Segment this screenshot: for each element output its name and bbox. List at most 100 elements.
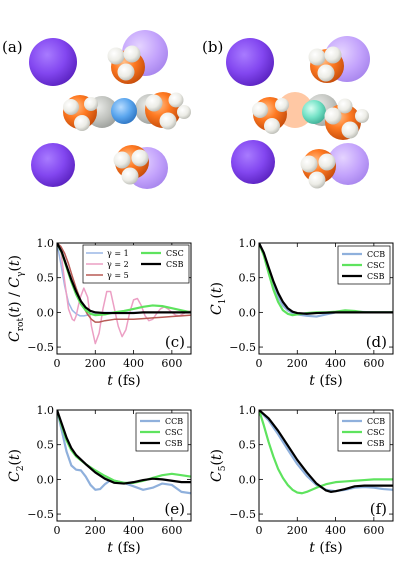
x-axis-label-unit: (fs): [315, 373, 343, 389]
y-axis-label: Crot(t) / Cγ(t): [7, 255, 26, 342]
y-axis-label-part: t: [209, 287, 225, 293]
y-axis-label: C1(t): [209, 282, 228, 315]
panel-label-a: (a): [2, 38, 23, 56]
legend: CCB CSC CSB: [337, 245, 391, 285]
x-tick-label: 200: [85, 524, 106, 537]
y-axis-label-part: ): [209, 282, 225, 287]
series-line-csb: [57, 410, 191, 485]
x-axis-label: t (fs): [107, 540, 140, 556]
central-atom-sphere: [302, 100, 326, 124]
y-tick-label: −0.5: [229, 341, 256, 354]
x-tick-label: 200: [287, 357, 308, 370]
x-tick-label: 400: [123, 357, 144, 370]
cation-sphere: [226, 38, 274, 86]
y-axis-label-part: ): [209, 449, 225, 454]
legend-label: γ = 5: [107, 271, 129, 280]
legend-label: CSC: [367, 428, 385, 437]
legend-label: CCB: [165, 417, 183, 426]
legend-label: γ = 2: [107, 260, 129, 269]
legend: CCB CSC CSB: [135, 412, 189, 452]
panel-label: (d): [366, 333, 387, 351]
plot-frame: [56, 242, 192, 355]
y-tick-label: 0.0: [239, 473, 257, 486]
legend-label: CCB: [367, 417, 385, 426]
x-tick-label: 400: [123, 524, 144, 537]
series-group: [259, 410, 393, 495]
x-tick-label: 200: [85, 357, 106, 370]
central-atom-sphere: [111, 98, 137, 124]
anion-central-row: [63, 92, 191, 131]
anion-central-row: [252, 92, 369, 140]
panel-label: (c): [165, 333, 185, 351]
y-axis-label-part: t: [209, 454, 225, 460]
x-tick-label: 0: [256, 524, 263, 537]
x-tick-label: 0: [256, 357, 263, 370]
y-axis-label-part: (: [7, 312, 23, 317]
x-axis-label: t (fs): [309, 373, 342, 389]
legend-label: CSC: [367, 261, 385, 270]
y-tick-label: 1.0: [37, 237, 55, 250]
y-axis-label: C5(t): [209, 449, 228, 482]
y-axis-label-part: (: [7, 266, 23, 271]
x-axis-label-var: t: [309, 373, 315, 389]
x-axis-label-var: t: [107, 373, 113, 389]
y-axis-label-part: t: [7, 260, 23, 266]
cation-sphere: [29, 38, 77, 86]
y-axis-label-part: ) /: [7, 288, 23, 307]
y-tick-label: 1.0: [37, 404, 55, 417]
legend-label: CSB: [165, 439, 183, 448]
x-tick-label: 600: [363, 524, 384, 537]
x-tick-label: 400: [325, 357, 346, 370]
series-group: [57, 243, 191, 345]
x-axis-label: t (fs): [107, 373, 140, 389]
y-axis-label-part: (: [7, 460, 23, 465]
y-axis-label-part: C: [209, 471, 225, 482]
legend-label: γ = 1: [107, 249, 129, 258]
x-axis-label-unit: (fs): [113, 373, 141, 389]
x-axis-label-unit: (fs): [113, 540, 141, 556]
cation-sphere: [31, 143, 75, 187]
molecule-panel-a: (a): [2, 30, 191, 189]
y-axis-label-part: C: [7, 331, 23, 342]
cation-sphere-faint: [327, 143, 369, 185]
panel-label: (f): [370, 500, 387, 518]
y-tick-label: 0.5: [37, 439, 55, 452]
panel-label-b: (b): [202, 38, 223, 56]
y-axis-label: C2(t): [7, 449, 26, 482]
plot-frame: [258, 242, 394, 355]
y-axis-label-part: (: [209, 460, 225, 465]
series-group: [259, 243, 393, 318]
cation-sphere: [231, 140, 275, 184]
y-axis-label-part: (: [209, 293, 225, 298]
series-line-csb: [259, 410, 393, 493]
y-axis-label-part: ): [7, 449, 23, 454]
y-tick-label: 0.0: [239, 306, 257, 319]
y-tick-label: 1.0: [239, 237, 257, 250]
methyl-group-bottom: [113, 145, 149, 185]
y-axis-label-part: C: [7, 471, 23, 482]
series-line-csb: [57, 243, 191, 315]
y-tick-label: 0.5: [239, 272, 257, 285]
x-tick-label: 600: [161, 357, 182, 370]
y-axis-label-part: 1: [218, 299, 228, 305]
y-tick-label: 1.0: [239, 404, 257, 417]
series-line-csc: [259, 410, 393, 495]
x-axis-label-var: t: [107, 540, 113, 556]
y-axis-label-part: ): [7, 255, 23, 260]
series-line-ccb: [57, 410, 191, 495]
y-axis-label-part: t: [7, 454, 23, 460]
y-tick-label: 0.0: [37, 473, 55, 486]
x-tick-label: 400: [325, 524, 346, 537]
y-tick-label: −0.5: [27, 341, 54, 354]
y-tick-label: 0.5: [239, 439, 257, 452]
legend-label: CCB: [367, 250, 385, 259]
y-tick-label: −0.5: [229, 508, 256, 521]
series-line--2: [57, 243, 191, 345]
y-tick-label: 0.5: [37, 272, 55, 285]
molecule-panel-b: (b): [202, 36, 370, 189]
y-axis-label-part: 5: [218, 465, 228, 471]
x-tick-label: 600: [363, 357, 384, 370]
